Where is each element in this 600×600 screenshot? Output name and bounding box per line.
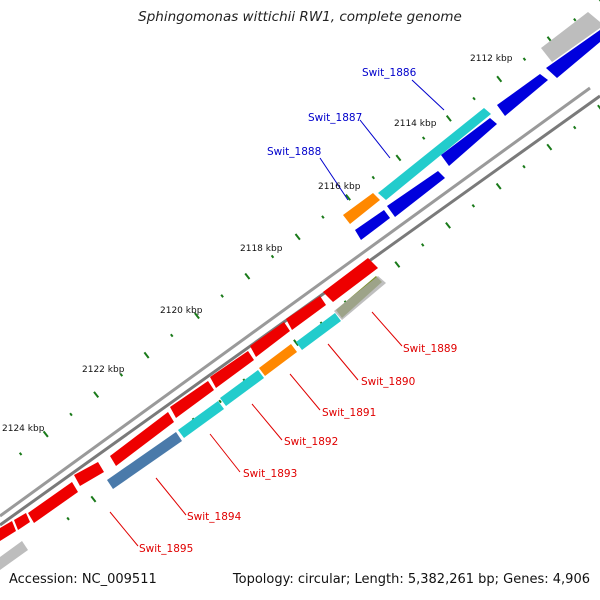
gene-label-swit-1891[interactable]: Swit_1891 xyxy=(322,407,376,419)
tick-mark xyxy=(573,125,577,130)
leader-1886 xyxy=(411,79,445,111)
tick-mark xyxy=(445,114,452,122)
tick-mark xyxy=(420,243,425,247)
tick-mark xyxy=(93,391,100,399)
leader-1895 xyxy=(109,511,139,547)
kbp-label-2116: 2116 kbp xyxy=(318,182,361,192)
tick-mark xyxy=(18,452,23,456)
tick-mark xyxy=(220,294,224,298)
tick-mark xyxy=(244,272,251,280)
gene-red-g[interactable] xyxy=(74,462,104,486)
gene-orange-2116[interactable] xyxy=(343,193,380,224)
tick-mark xyxy=(69,412,73,417)
leader-1894 xyxy=(155,477,187,516)
tick-rings xyxy=(18,0,600,521)
gene-gray-1889[interactable] xyxy=(334,276,386,320)
gene-label-swit-1888[interactable]: Swit_1888 xyxy=(267,146,321,158)
gene-red-b[interactable] xyxy=(286,296,326,330)
tick-mark xyxy=(90,495,97,503)
gene-label-swit-1887[interactable]: Swit_1887 xyxy=(308,112,362,124)
tick-mark xyxy=(170,333,174,338)
gene-cyan-1893[interactable] xyxy=(178,401,224,438)
gene-label-swit-1892[interactable]: Swit_1892 xyxy=(284,436,338,448)
gene-label-swit-1890[interactable]: Swit_1890 xyxy=(361,376,415,388)
backbone-ring-outer xyxy=(0,86,591,518)
kbp-label-2120: 2120 kbp xyxy=(160,306,203,316)
tick-mark xyxy=(293,339,299,347)
leader-1888 xyxy=(319,157,349,201)
gene-gray-1895[interactable] xyxy=(0,541,28,570)
tick-mark xyxy=(345,193,351,201)
tick-mark xyxy=(42,430,49,438)
genome-summary-text: Topology: circular; Length: 5,382,261 bp… xyxy=(232,572,590,587)
tick-mark xyxy=(522,57,527,62)
kbp-label-2122: 2122 kbp xyxy=(82,365,125,375)
tick-mark xyxy=(143,351,150,359)
leader-1892 xyxy=(251,403,283,441)
tick-mark xyxy=(66,516,70,521)
tick-mark xyxy=(421,136,426,140)
leader-1893 xyxy=(209,433,241,473)
label-leaders xyxy=(109,79,445,547)
gene-labels: Swit_1886 Swit_1887 Swit_1888 Swit_1889 … xyxy=(139,67,457,555)
tick-mark xyxy=(471,203,476,208)
gene-red-h[interactable] xyxy=(28,482,78,523)
gene-cyan-1890[interactable] xyxy=(296,313,341,350)
gene-blue-1888[interactable] xyxy=(387,171,445,217)
gene-red-a[interactable] xyxy=(323,258,378,302)
tick-mark xyxy=(371,175,376,180)
tick-mark xyxy=(270,254,275,259)
gene-blue-2116[interactable] xyxy=(355,210,390,240)
tick-mark xyxy=(218,399,222,404)
tick-mark xyxy=(321,215,325,219)
gene-gray-top[interactable] xyxy=(541,12,600,62)
gene-label-swit-1889[interactable]: Swit_1889 xyxy=(403,343,457,355)
leader-1891 xyxy=(289,373,321,411)
gene-red-c[interactable] xyxy=(250,322,290,357)
tick-mark xyxy=(395,154,402,162)
gene-orange-1891[interactable] xyxy=(259,344,297,376)
tick-mark xyxy=(495,182,502,190)
gene-steelblue-1894[interactable] xyxy=(107,432,182,489)
tick-mark xyxy=(194,312,200,320)
tick-mark xyxy=(119,373,124,377)
leader-1887 xyxy=(359,119,391,159)
gene-blue-1887[interactable] xyxy=(441,118,497,166)
tick-mark xyxy=(294,233,301,241)
tick-mark xyxy=(522,164,526,169)
gene-label-swit-1893[interactable]: Swit_1893 xyxy=(243,468,297,480)
tick-mark xyxy=(394,261,401,268)
gene-label-swit-1886[interactable]: Swit_1886 xyxy=(362,67,417,79)
gene-red-f[interactable] xyxy=(110,412,174,466)
map-title: Sphingomonas wittichii RW1, complete gen… xyxy=(138,9,462,25)
tick-mark xyxy=(597,104,600,110)
tick-mark xyxy=(472,96,476,101)
gene-red-d[interactable] xyxy=(210,351,254,388)
gene-blue-top[interactable] xyxy=(546,30,600,78)
gene-blue-2112[interactable] xyxy=(497,74,548,116)
accession-text: Accession: NC_009511 xyxy=(9,572,157,587)
tick-mark xyxy=(496,75,503,83)
gene-cyan-1886[interactable] xyxy=(378,108,491,200)
kbp-label-2124: 2124 kbp xyxy=(2,424,45,434)
reverse-genes xyxy=(0,258,386,570)
gene-red-e[interactable] xyxy=(170,381,214,418)
leader-1890 xyxy=(327,343,359,381)
gene-label-swit-1894[interactable]: Swit_1894 xyxy=(187,511,242,523)
tick-mark xyxy=(573,17,577,22)
tick-mark xyxy=(546,143,553,151)
gene-red-j[interactable] xyxy=(0,521,16,541)
kbp-label-2114: 2114 kbp xyxy=(394,119,437,129)
kbp-label-2112: 2112 kbp xyxy=(470,54,513,64)
gene-red-i[interactable] xyxy=(14,513,30,530)
forward-genes xyxy=(343,12,600,240)
gene-label-swit-1895[interactable]: Swit_1895 xyxy=(139,543,193,555)
gene-cyan-1892[interactable] xyxy=(220,370,264,406)
kbp-labels: 2112 kbp 2114 kbp 2116 kbp 2118 kbp 2120… xyxy=(2,54,513,434)
kbp-label-2118: 2118 kbp xyxy=(240,244,283,254)
leader-1889 xyxy=(371,311,403,347)
tick-mark xyxy=(445,221,451,229)
